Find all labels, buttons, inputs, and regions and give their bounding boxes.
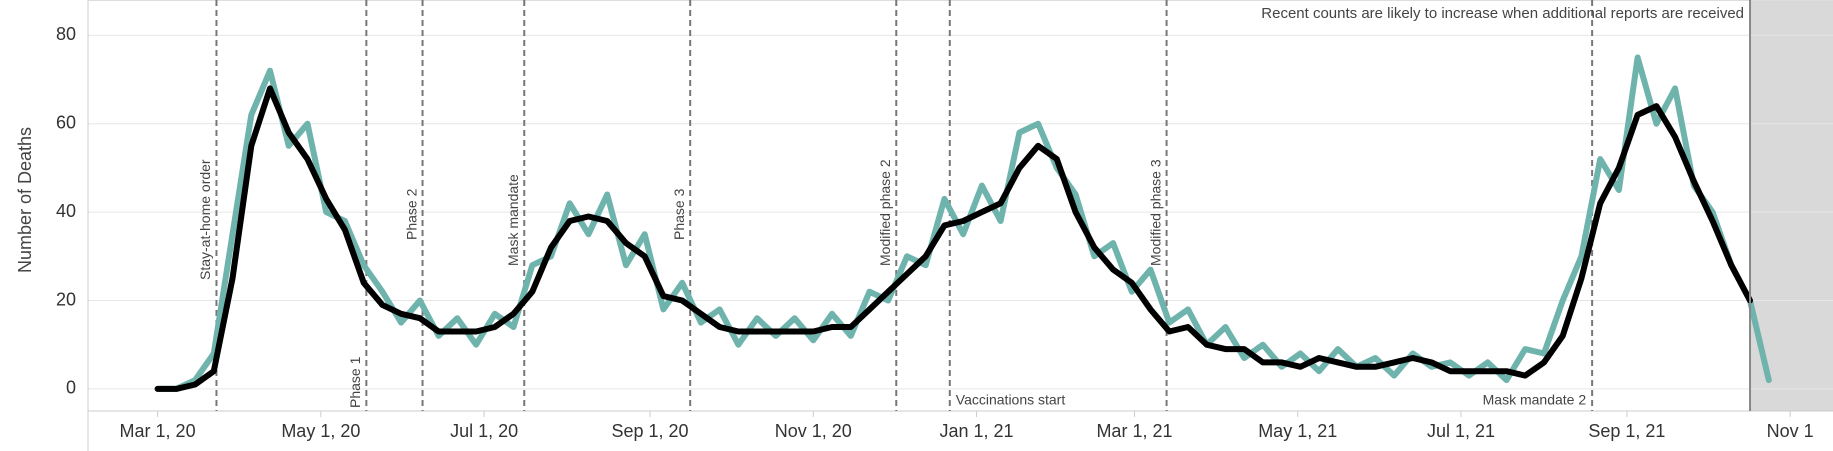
x-tick-label: Jul 1, 20	[450, 421, 518, 441]
x-tick-label: Jul 1, 21	[1427, 421, 1495, 441]
event-label: Phase 2	[403, 188, 419, 240]
event-label: Mask mandate	[505, 174, 521, 266]
event-label: Phase 3	[671, 188, 687, 240]
y-tick-label: 60	[56, 112, 76, 132]
x-tick-label: May 1, 20	[281, 421, 360, 441]
annotation: Recent counts are likely to increase whe…	[1261, 5, 1744, 22]
event-label: Phase 1	[347, 356, 363, 408]
y-tick-label: 40	[56, 201, 76, 221]
event-label: Vaccinations start	[956, 392, 1066, 408]
event-label: Mask mandate 2	[1483, 392, 1587, 408]
y-tick-label: 80	[56, 24, 76, 44]
x-tick-label: Sep 1, 20	[612, 421, 689, 441]
y-tick-label: 0	[66, 378, 76, 398]
y-tick-label: 20	[56, 289, 76, 309]
x-tick-label: Sep 1, 21	[1588, 421, 1665, 441]
event-label: Stay-at-home order	[197, 159, 213, 280]
incomplete-region	[1750, 0, 1833, 411]
x-tick-label: Mar 1, 20	[120, 421, 196, 441]
x-tick-label: Nov 1, 20	[775, 421, 852, 441]
x-tick-label: Nov 1	[1767, 421, 1814, 441]
x-tick-label: Mar 1, 21	[1096, 421, 1172, 441]
x-tick-label: May 1, 21	[1258, 421, 1337, 441]
y-axis-label: Number of Deaths	[15, 127, 35, 273]
event-label: Modified phase 3	[1147, 159, 1163, 266]
event-label: Modified phase 2	[877, 159, 893, 266]
series-line	[154, 85, 1753, 392]
x-tick-label: Jan 1, 21	[940, 421, 1014, 441]
